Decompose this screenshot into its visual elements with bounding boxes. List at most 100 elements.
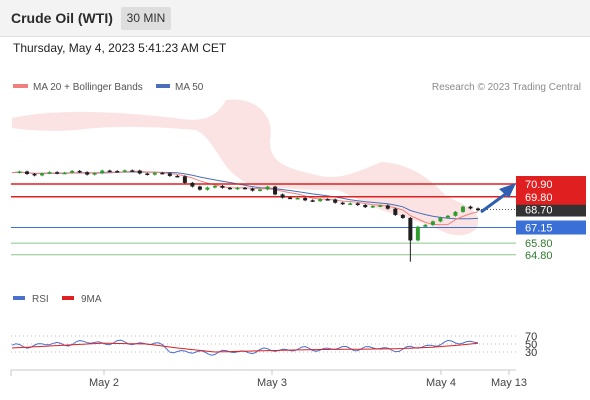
candle-body-14 (115, 171, 120, 173)
candle-body-61 (468, 206, 473, 209)
forecast-arrow-head (499, 183, 516, 198)
x-axis: May 2 May 3 May 4 May 13 (89, 370, 527, 389)
copyright-text: Research © 2023 Trading Central (432, 82, 581, 93)
candle-body-51 (393, 208, 398, 215)
rsi-level-label-2: 30 (525, 347, 537, 359)
candle-body-34 (265, 186, 270, 190)
timeframe-button[interactable]: 30 MIN (121, 7, 171, 30)
candle-body-37 (288, 197, 293, 200)
candle-body-33 (258, 189, 263, 191)
candles (17, 169, 480, 262)
rsi-ma-legend-swatch (62, 296, 74, 300)
candle-body-13 (107, 170, 112, 173)
candle-body-3 (32, 173, 37, 176)
price-level-label-2: 68.70 (525, 205, 553, 217)
candle-body-42 (325, 199, 330, 201)
candle-body-41 (318, 199, 323, 202)
candle-body-62 (476, 208, 480, 211)
price-level-label-bg-2 (516, 202, 586, 217)
candle-body-45 (348, 203, 353, 205)
ma50-legend-label: MA 50 (175, 82, 204, 93)
candle-body-27 (212, 185, 217, 188)
rsi-ma-line (11, 342, 479, 353)
candle-body-55 (423, 224, 428, 227)
candle-body-47 (363, 205, 368, 208)
candle-body-19 (152, 172, 157, 175)
candle-body-48 (370, 206, 375, 208)
candle-body-31 (243, 187, 247, 190)
ma50-legend-swatch (156, 84, 170, 88)
candle-body-1 (17, 171, 22, 174)
candle-body-58 (445, 215, 450, 218)
candle-body-24 (190, 182, 195, 187)
candle-body-30 (235, 187, 240, 190)
rsi-line (11, 339, 479, 356)
candle-body-17 (137, 170, 142, 174)
x-axis-label-0: May 2 (89, 377, 119, 389)
bollinger-bands (12, 99, 479, 236)
candle-body-49 (378, 205, 383, 207)
candle-body-29 (227, 187, 232, 190)
bollinger-band-area-0 (12, 99, 479, 236)
candle-body-15 (122, 170, 127, 172)
candle-body-11 (92, 173, 97, 175)
candle-body-8 (70, 170, 75, 173)
candle-body-5 (47, 172, 52, 174)
rsi-legend-swatch (13, 296, 25, 300)
candle-body-2 (25, 171, 30, 174)
candle-body-26 (205, 187, 210, 190)
candle-body-23 (182, 176, 187, 183)
candle-body-57 (438, 217, 443, 222)
candle-body-28 (220, 185, 225, 188)
candle-body-50 (385, 205, 390, 209)
price-level-label-4: 65.80 (525, 238, 553, 250)
candle-body-21 (167, 173, 172, 176)
x-axis-label-3: May 13 (491, 377, 527, 389)
price-level-label-3: 67.15 (525, 223, 553, 235)
candle-body-16 (130, 170, 135, 172)
forecast-arrow (480, 183, 516, 214)
candle-body-20 (160, 172, 165, 175)
candle-body-53 (408, 217, 413, 241)
candle-body-22 (175, 175, 180, 178)
candle-body-52 (400, 214, 405, 218)
candle-body-39 (303, 198, 308, 201)
candle-body-9 (77, 170, 82, 173)
candle-body-4 (40, 173, 45, 176)
candle-body-54 (415, 226, 420, 241)
x-axis-label-2: May 4 (426, 377, 456, 389)
price-level-label-bg-3 (516, 220, 586, 235)
forecast-arrow-shaft (480, 191, 508, 214)
price-level-label-0: 70.90 (525, 179, 553, 191)
candle-body-38 (295, 198, 300, 200)
candle-body-40 (310, 200, 315, 202)
candle-body-18 (145, 173, 150, 175)
candle-body-44 (340, 202, 345, 205)
candle-body-56 (430, 221, 435, 225)
candle-body-10 (85, 172, 90, 175)
chart-header: Crude Oil (WTI) 30 MIN (0, 0, 590, 37)
candle-body-59 (453, 211, 458, 216)
price-level-label-1: 69.80 (525, 192, 553, 204)
candle-body-6 (55, 172, 60, 174)
resistance-zone-label-bg (516, 176, 586, 205)
price-level-label-5: 64.80 (525, 250, 553, 262)
candle-body-7 (62, 172, 67, 175)
rsi-level-label-1: 50 (525, 339, 537, 351)
rsi-level-label-0: 70 (525, 331, 537, 343)
candle-body-12 (100, 170, 105, 174)
candle-body-43 (333, 199, 338, 203)
candle-body-35 (273, 186, 278, 195)
instrument-title: Crude Oil (WTI) (11, 10, 113, 26)
ma20-legend-label: MA 20 + Bollinger Bands (33, 82, 143, 93)
candle-body-60 (460, 206, 465, 212)
candle-body-46 (355, 203, 360, 206)
x-axis-label-1: May 3 (257, 377, 287, 389)
rsi-ma-legend-label: 9MA (81, 294, 102, 305)
ma20-legend-swatch (13, 84, 28, 88)
rsi-legend-label: RSI (32, 294, 49, 305)
timestamp: Thursday, May 4, 2023 5:41:23 AM CET (13, 41, 227, 55)
candle-body-25 (197, 186, 202, 190)
